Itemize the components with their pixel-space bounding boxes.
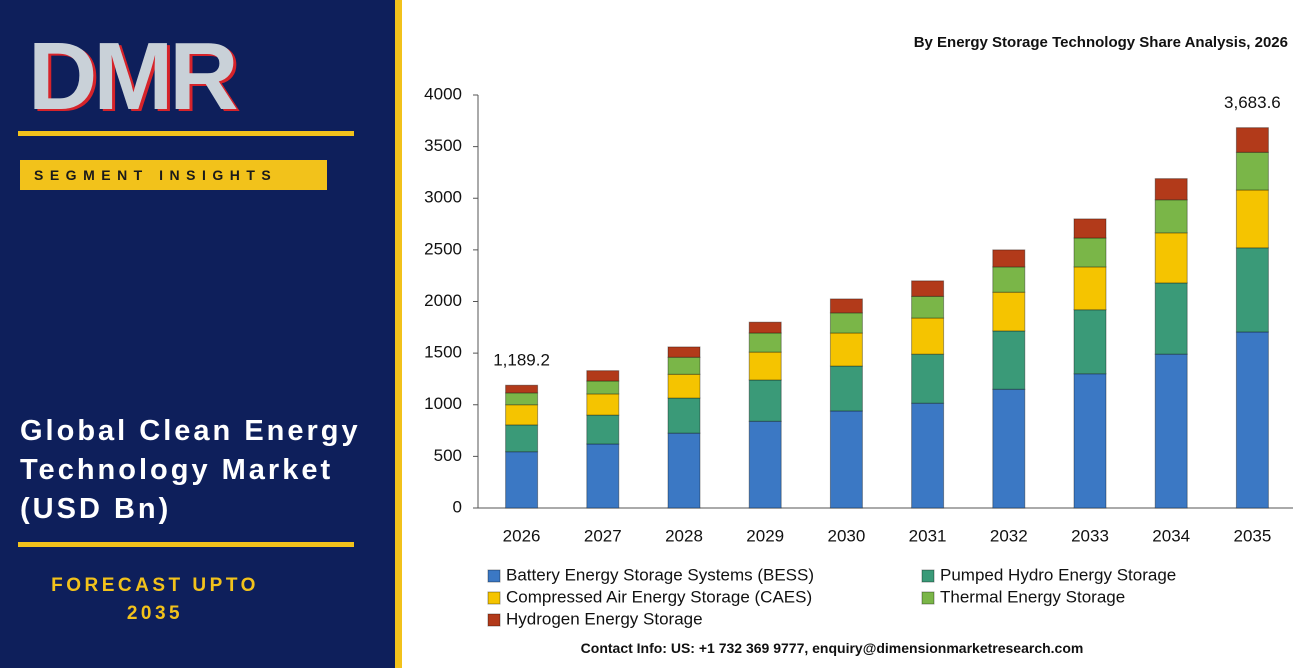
legend-label: Thermal Energy Storage (940, 587, 1125, 606)
y-tick-label: 2000 (424, 291, 462, 310)
x-tick-label: 2026 (503, 526, 541, 545)
legend-swatch (487, 613, 501, 627)
y-tick-label: 3000 (424, 188, 462, 207)
divider (18, 542, 354, 547)
y-tick-label: 1000 (424, 394, 462, 413)
legend-swatch (921, 591, 935, 605)
bar-segment (992, 388, 1026, 509)
x-tick-label: 2030 (827, 526, 865, 545)
bar-segment (505, 451, 539, 509)
legend-label: Compressed Air Energy Storage (CAES) (506, 587, 812, 606)
bar-segment (1154, 282, 1188, 355)
bar-segment (829, 365, 863, 412)
bar-segment (829, 298, 863, 314)
bar-segment (1154, 353, 1188, 509)
x-tick-label: 2035 (1233, 526, 1271, 545)
bar-segment (505, 384, 539, 394)
bar-segment (992, 266, 1026, 293)
bar-segment (586, 414, 620, 445)
bar-segment (667, 397, 701, 434)
bar-segment (667, 356, 701, 375)
legend-swatch (487, 569, 501, 583)
bar-segment (667, 432, 701, 509)
bar-segment (748, 321, 782, 334)
bar-segment (586, 370, 620, 382)
x-tick-label: 2033 (1071, 526, 1109, 545)
x-tick-label: 2027 (584, 526, 622, 545)
divider (18, 131, 354, 136)
bar-segment (748, 420, 782, 509)
bar-segment (829, 332, 863, 367)
logo: DMR (28, 23, 239, 130)
bar-segment (911, 353, 945, 404)
forecast: FORECAST UPTO 2035 (51, 575, 259, 624)
legend-label: Hydrogen Energy Storage (506, 609, 703, 628)
bar-segment (1235, 189, 1269, 249)
total-label: 3,683.6 (1224, 93, 1281, 112)
bar-segment (586, 380, 620, 395)
bar-segment (505, 392, 539, 406)
y-tick-label: 500 (434, 446, 462, 465)
bar-segment (1073, 237, 1107, 268)
bar-segment (1073, 309, 1107, 375)
bar-segment (1154, 232, 1188, 284)
bar-segment (1154, 199, 1188, 234)
stripe (395, 0, 402, 668)
bar-segment (748, 351, 782, 381)
x-tick-label: 2032 (990, 526, 1028, 545)
panel-title: Global Clean Energy Technology Market (U… (20, 415, 361, 525)
x-tick-label: 2034 (1152, 526, 1190, 545)
side-panel: DMR SEGMENT INSIGHTS Global Clean Energy… (0, 0, 395, 668)
bar-segment (586, 393, 620, 416)
bar-segment (1235, 127, 1269, 153)
y-tick-label: 4000 (424, 84, 462, 103)
bar-segment (911, 280, 945, 297)
legend-label: Pumped Hydro Energy Storage (940, 565, 1176, 584)
contact-info: Contact Info: US: +1 732 369 9777, enqui… (580, 640, 1084, 656)
bar-segment (505, 424, 539, 453)
total-label: 1,189.2 (493, 351, 550, 370)
bar-segment (1235, 151, 1269, 191)
bar-segment (1154, 178, 1188, 201)
y-tick-label: 0 (453, 497, 462, 516)
bar-segment (667, 346, 701, 358)
bar-segment (992, 330, 1026, 390)
bar-segment (911, 317, 945, 355)
y-tick-label: 2500 (424, 239, 462, 258)
bar-segment (992, 249, 1026, 268)
x-tick-label: 2029 (746, 526, 784, 545)
y-tick-label: 3500 (424, 136, 462, 155)
bar-segment (829, 312, 863, 334)
bar-segment (748, 332, 782, 353)
badge: SEGMENT INSIGHTS (20, 160, 327, 190)
bar-segment (829, 410, 863, 509)
bar-segment (1235, 247, 1269, 333)
bar-segment (1073, 373, 1107, 509)
bar-segment (586, 443, 620, 509)
y-tick-label: 1500 (424, 343, 462, 362)
x-tick-label: 2028 (665, 526, 703, 545)
bar-segment (911, 295, 945, 319)
bar-segment (911, 402, 945, 509)
legend-swatch (921, 569, 935, 583)
bar-segment (1073, 218, 1107, 239)
legend-swatch (487, 591, 501, 605)
bar-segment (667, 373, 701, 399)
bar-segment (748, 379, 782, 422)
bar-segment (505, 404, 539, 426)
x-tick-label: 2031 (909, 526, 947, 545)
legend-label: Battery Energy Storage Systems (BESS) (506, 565, 814, 584)
bar-segment (992, 291, 1026, 332)
bar-segment (1235, 331, 1269, 509)
bar-segment (1073, 266, 1107, 311)
chart-title: By Energy Storage Technology Share Analy… (914, 34, 1288, 51)
